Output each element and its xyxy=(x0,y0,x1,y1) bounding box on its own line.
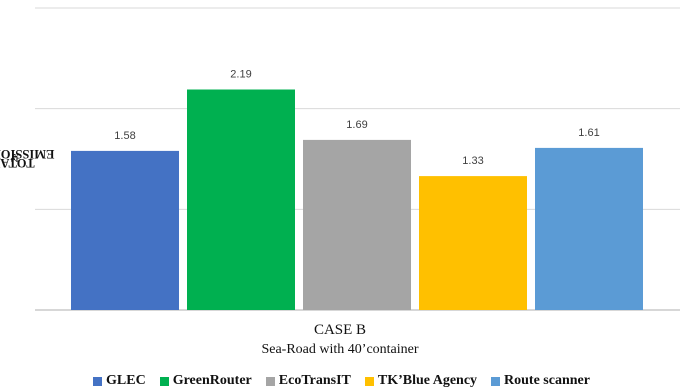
legend-label: TK’Blue Agency xyxy=(377,373,478,388)
data-label: 1.33 xyxy=(462,155,483,167)
legend-label: EcoTransIT xyxy=(278,373,351,388)
data-label: 1.69 xyxy=(346,119,367,131)
legend-item-greenrouter: GreenRouter xyxy=(159,373,252,389)
x-axis-label: CASE B xyxy=(313,322,367,338)
legend-label: GLEC xyxy=(106,373,146,388)
bar-ecotransit xyxy=(303,139,411,310)
legend-label: GreenRouter xyxy=(172,373,252,388)
legend-item-ecotransit: EcoTransIT xyxy=(265,373,351,389)
bar-tk-blue-agency xyxy=(419,176,527,310)
legend-swatch xyxy=(159,376,169,386)
legend-swatch xyxy=(364,376,374,386)
legend-item-glec: GLEC xyxy=(93,373,146,389)
legend-item-tkblue: TK’Blue Agency xyxy=(364,373,478,389)
legend-swatch xyxy=(491,376,501,386)
data-label: 1.58 xyxy=(114,130,135,142)
bar-route-scanner xyxy=(535,147,643,310)
legend-swatch xyxy=(93,376,103,386)
data-label: 2.19 xyxy=(230,69,251,81)
x-axis-sublabel: Sea-Road with 40’container xyxy=(261,342,419,357)
data-labels: 1.58 2.19 1.69 1.33 1.61 xyxy=(114,69,599,168)
legend-label: Route scanner xyxy=(504,373,590,388)
legend-item-route-scanner: Route scanner xyxy=(491,373,590,389)
bar-greenrouter xyxy=(187,89,295,310)
legend: GLEC GreenRouter EcoTransIT TK’Blue Agen… xyxy=(0,370,683,392)
bars xyxy=(71,89,643,310)
legend-swatch xyxy=(265,376,275,386)
data-label: 1.61 xyxy=(578,127,599,139)
bar-glec xyxy=(71,150,179,310)
